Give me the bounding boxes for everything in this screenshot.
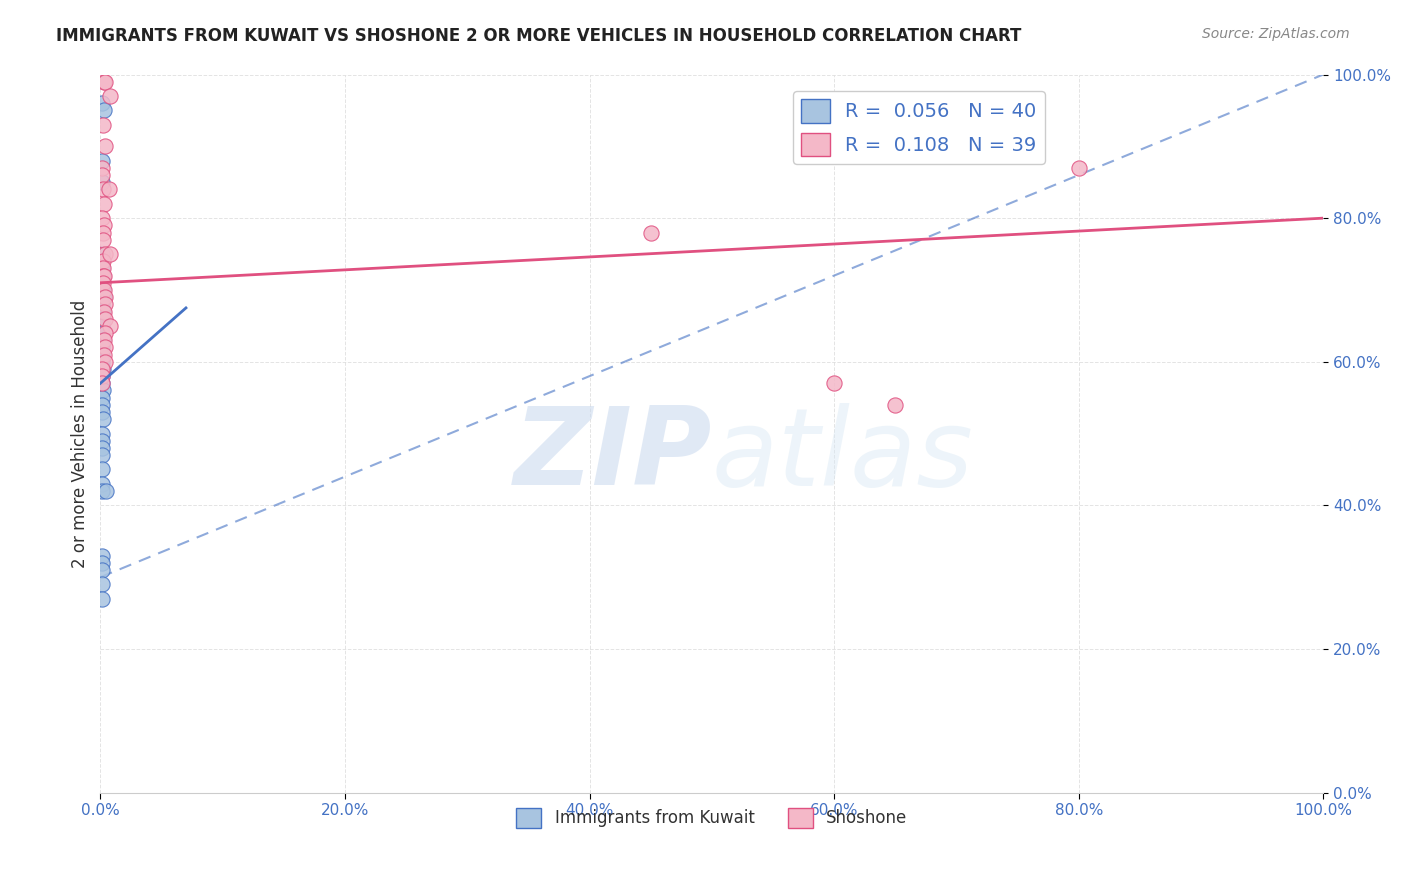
- Point: [90, 591, 112, 606]
- Point: [94, 247, 117, 261]
- Point: [91, 254, 114, 268]
- Point: [90, 376, 112, 391]
- Text: IMMIGRANTS FROM KUWAIT VS SHOSHONE 2 OR MORE VEHICLES IN HOUSEHOLD CORRELATION C: IMMIGRANTS FROM KUWAIT VS SHOSHONE 2 OR …: [56, 27, 1022, 45]
- Point: [91, 283, 114, 297]
- Point: [90, 434, 112, 448]
- Point: [91, 304, 114, 318]
- Point: [90, 462, 112, 476]
- Point: [90, 247, 112, 261]
- Y-axis label: 2 or more Vehicles in Household: 2 or more Vehicles in Household: [72, 300, 89, 567]
- Point: [96, 483, 118, 498]
- Point: [94, 290, 117, 304]
- Point: [90, 405, 112, 419]
- Point: [90, 441, 112, 455]
- Point: [90, 326, 112, 340]
- Point: [90, 355, 112, 369]
- Point: [91, 333, 114, 347]
- Point: [93, 333, 115, 347]
- Point: [97, 182, 120, 196]
- Point: [93, 219, 115, 233]
- Point: [91, 261, 114, 276]
- Point: [90, 261, 112, 276]
- Point: [90, 340, 112, 354]
- Point: [93, 283, 115, 297]
- Point: [91, 226, 114, 240]
- Point: [90, 153, 112, 168]
- Point: [94, 340, 117, 354]
- Point: [90, 398, 112, 412]
- Point: [93, 75, 115, 89]
- Point: [91, 182, 114, 196]
- Point: [90, 211, 112, 226]
- Point: [93, 103, 115, 118]
- Point: [884, 398, 907, 412]
- Point: [93, 304, 115, 318]
- Point: [90, 318, 112, 333]
- Point: [90, 369, 112, 384]
- Point: [94, 297, 117, 311]
- Point: [90, 577, 112, 591]
- Point: [90, 426, 112, 441]
- Text: Source: ZipAtlas.com: Source: ZipAtlas.com: [1202, 27, 1350, 41]
- Point: [90, 297, 112, 311]
- Point: [91, 268, 114, 283]
- Point: [91, 276, 114, 290]
- Point: [823, 376, 845, 391]
- Point: [640, 226, 662, 240]
- Point: [90, 556, 112, 570]
- Point: [98, 318, 121, 333]
- Point: [91, 268, 114, 283]
- Point: [90, 175, 112, 189]
- Point: [90, 376, 112, 391]
- Point: [94, 326, 117, 340]
- Point: [90, 161, 112, 175]
- Point: [94, 139, 117, 153]
- Point: [94, 355, 117, 369]
- Point: [1067, 161, 1090, 175]
- Legend: Immigrants from Kuwait, Shoshone: Immigrants from Kuwait, Shoshone: [509, 801, 914, 835]
- Point: [91, 118, 114, 132]
- Point: [90, 362, 112, 376]
- Point: [90, 483, 112, 498]
- Point: [93, 268, 115, 283]
- Point: [91, 384, 114, 398]
- Point: [90, 369, 112, 384]
- Point: [91, 412, 114, 426]
- Point: [90, 96, 112, 111]
- Point: [93, 290, 115, 304]
- Point: [90, 476, 112, 491]
- Point: [94, 311, 117, 326]
- Point: [91, 362, 114, 376]
- Point: [91, 233, 114, 247]
- Point: [91, 311, 114, 326]
- Point: [93, 196, 115, 211]
- Point: [90, 549, 112, 563]
- Point: [98, 89, 121, 103]
- Point: [94, 75, 117, 89]
- Point: [90, 391, 112, 405]
- Point: [90, 348, 112, 362]
- Point: [93, 348, 115, 362]
- Text: atlas: atlas: [711, 402, 974, 508]
- Text: ZIP: ZIP: [513, 402, 711, 508]
- Point: [98, 247, 121, 261]
- Point: [90, 304, 112, 318]
- Point: [90, 563, 112, 577]
- Point: [90, 168, 112, 182]
- Point: [90, 448, 112, 462]
